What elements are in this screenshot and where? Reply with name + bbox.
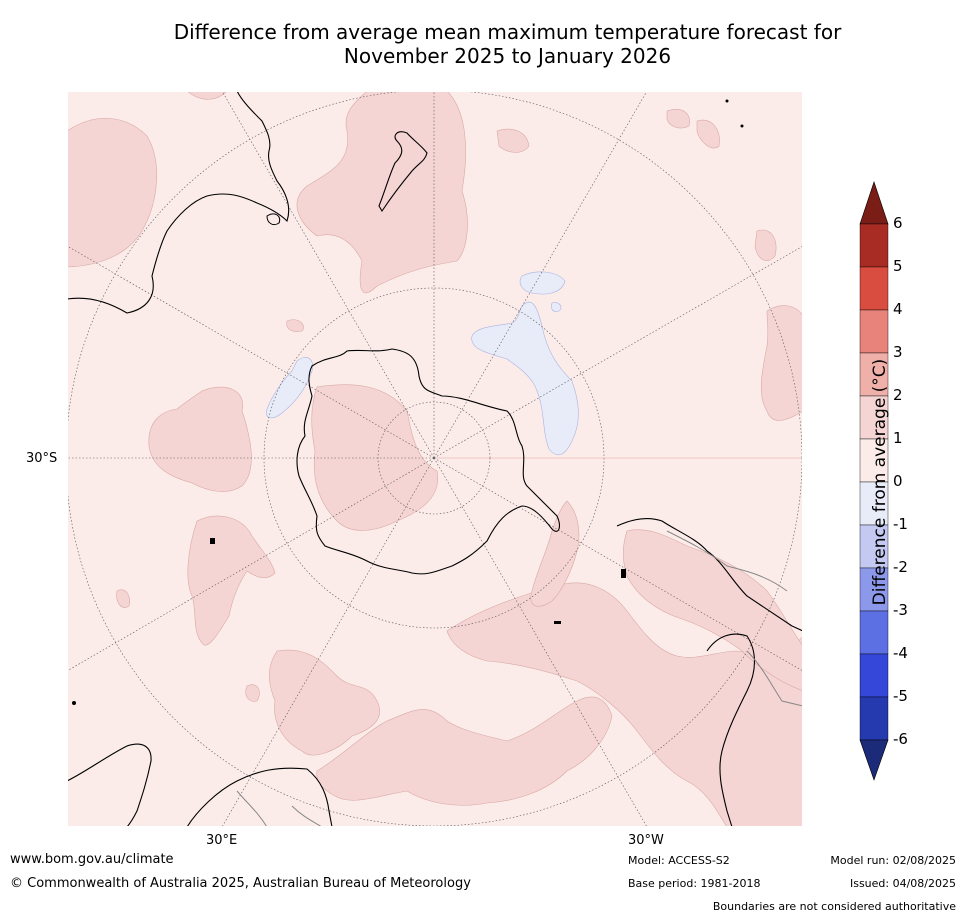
- colorbar-tick-label: 3: [893, 343, 903, 361]
- colorbar-segment: [859, 567, 889, 612]
- footer-model-run: Model run: 02/08/2025: [830, 854, 956, 867]
- south-america-coastline: [616, 517, 803, 827]
- footer-copyright: © Commonwealth of Australia 2025, Austra…: [10, 876, 471, 891]
- map-title: Difference from average mean maximum tem…: [60, 20, 955, 68]
- footer-website: www.bom.gov.au/climate: [10, 852, 174, 867]
- footer-base-period: Base period: 1981-2018: [628, 877, 761, 890]
- colorbar-segment: [859, 352, 889, 397]
- antarctica-coastline: [296, 348, 561, 575]
- title-line-1: Difference from average mean maximum tem…: [173, 20, 842, 44]
- footer-model: Model: ACCESS-S2: [628, 854, 730, 867]
- footer-disclaimer: Boundaries are not considered authoritat…: [712, 900, 956, 913]
- anomaly-regions-warm: [67, 91, 803, 827]
- small-islands: [72, 99, 744, 705]
- colorbar-segment: [859, 696, 889, 741]
- colorbar-segment: [859, 309, 889, 354]
- colorbar-tick-label: -5: [893, 687, 908, 705]
- south-america-borders: [666, 530, 803, 707]
- colorbar-tick-label: -6: [893, 730, 908, 748]
- footer-issued: Issued: 04/08/2025: [849, 877, 956, 890]
- colorbar-extend-max: [859, 181, 889, 225]
- colorbar-label: Difference from average (°C): [870, 358, 890, 606]
- colorbar-segment: [859, 610, 889, 655]
- australia-coastline: [67, 91, 290, 314]
- colorbar: [859, 181, 889, 781]
- colorbar-segment: [859, 438, 889, 483]
- colorbar-tick-label: -1: [893, 515, 908, 533]
- tasmania-coastline: [266, 213, 281, 226]
- map-panel: [67, 91, 803, 827]
- colorbar-segment: [859, 395, 889, 440]
- colorbar-tick-label: 6: [893, 214, 903, 232]
- colorbar-segment: [859, 266, 889, 311]
- colorbar-segment: [859, 223, 889, 268]
- map-svg: [67, 91, 803, 827]
- new-zealand-coastline: [378, 131, 428, 213]
- title-line-2: November 2025 to January 2026: [343, 44, 672, 68]
- latitude-label-30s: 30°S: [26, 451, 58, 466]
- colorbar-tick-label: -2: [893, 558, 908, 576]
- colorbar-tick-label: 2: [893, 386, 903, 404]
- colorbar-segment: [859, 653, 889, 698]
- colorbar-tick-label: 0: [893, 472, 903, 490]
- longitude-label-30e: 30°E: [206, 833, 238, 848]
- africa-coastline: [67, 743, 333, 827]
- colorbar-tick-label: 1: [893, 429, 903, 447]
- longitude-label-30w: 30°W: [628, 833, 664, 848]
- colorbar-segments: [859, 181, 889, 781]
- colorbar-tick-label: 5: [893, 257, 903, 275]
- anomaly-regions-cool: [266, 271, 579, 456]
- colorbar-tick-label: -4: [893, 644, 908, 662]
- africa-borders: [236, 790, 323, 827]
- colorbar-tick-label: -3: [893, 601, 908, 619]
- colorbar-tick-label: 4: [893, 300, 903, 318]
- colorbar-extend-min: [859, 739, 889, 781]
